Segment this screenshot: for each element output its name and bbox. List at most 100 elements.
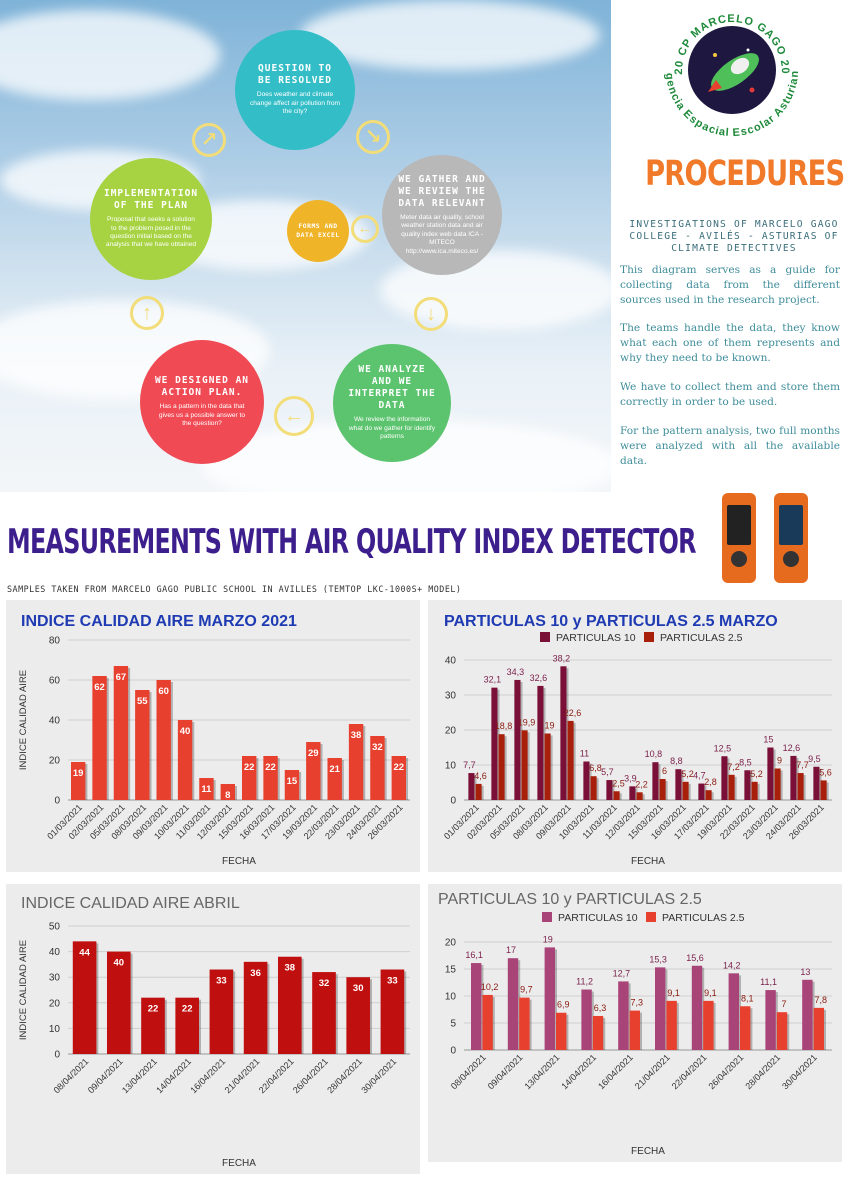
bar <box>92 676 107 800</box>
chart-panel-march-ica: INDICE CALIDAD AIRE MARZO 2021 0 20 40 60 80… <box>6 600 420 872</box>
data-label: 36 <box>250 968 261 979</box>
bar-shadow <box>701 967 705 1050</box>
bar <box>636 792 643 800</box>
bar <box>652 762 659 800</box>
bar <box>141 997 165 1054</box>
procedures-title: PROCEDURES <box>645 154 845 194</box>
data-label: 34,3 <box>507 667 525 677</box>
data-label: 32 <box>319 978 330 989</box>
bar-shadow <box>255 758 259 800</box>
data-label: 33 <box>387 976 398 987</box>
x-tick-label: 13/04/2021 <box>522 1052 561 1091</box>
bar-shadow <box>611 782 615 800</box>
chart-april-ica: 0 10 20 30 40 50 INDICE CALIDAD AIRE 44 08/04/20… <box>18 922 410 1169</box>
bar <box>820 780 827 800</box>
bar <box>470 963 482 1050</box>
chart-panel-april-ica: INDICE CALIDAD AIRE ABRIL 0 10 20 30 40 50 IND… <box>6 884 420 1174</box>
data-label: 29 <box>308 748 319 759</box>
bar-shadow <box>362 726 366 800</box>
data-label: 44 <box>79 947 90 958</box>
y-tick-label: 40 <box>49 716 61 727</box>
measurements-subtitle: SAMPLES TAKEN FROM MARCELO GAGO PUBLIC S… <box>7 584 462 594</box>
bar-shadow <box>526 732 530 800</box>
bar <box>177 720 193 800</box>
data-label: 38 <box>285 963 296 974</box>
x-tick-label: 09/04/2021 <box>486 1052 525 1091</box>
bar-shadow <box>191 722 195 800</box>
data-label: 18,8 <box>495 721 513 731</box>
bar-shadow <box>334 974 338 1054</box>
x-tick-label: 26/04/2021 <box>291 1056 330 1095</box>
data-label: 7,7 <box>463 760 476 770</box>
bar <box>346 977 371 1054</box>
data-label: 32,6 <box>530 673 548 683</box>
bar-shadow <box>795 757 799 800</box>
bar <box>243 961 268 1054</box>
data-label: 12,6 <box>783 743 801 753</box>
bar-shadow <box>496 689 500 800</box>
data-label: 7 <box>781 999 786 1009</box>
bar-shadow <box>95 943 99 1054</box>
data-label: 12,7 <box>613 968 631 978</box>
bar <box>740 1006 751 1050</box>
bar <box>583 761 590 800</box>
arrow-down-icon: ↓ <box>414 297 448 331</box>
data-label: 19 <box>73 768 84 779</box>
bar <box>370 736 385 800</box>
data-label: 19 <box>543 934 553 944</box>
arrow-southeast-icon: ↘ <box>356 120 390 154</box>
bar-shadow <box>340 760 344 800</box>
data-label: 13 <box>800 967 810 977</box>
bar <box>802 979 813 1050</box>
x-axis-label: FECHA <box>631 1146 665 1157</box>
bar <box>498 734 505 800</box>
data-label: 38,2 <box>553 653 571 663</box>
bar <box>519 997 530 1050</box>
bar <box>765 990 776 1050</box>
bar-shadow <box>276 758 280 800</box>
bar-shadow <box>383 738 387 800</box>
bar <box>70 762 86 800</box>
bar-shadow <box>105 678 109 800</box>
data-label: 38 <box>351 730 362 741</box>
data-label: 9,7 <box>520 985 533 995</box>
data-label: 21 <box>329 764 340 775</box>
data-label: 8,8 <box>670 756 683 766</box>
data-label: 5,6 <box>819 767 832 777</box>
data-label: 22 <box>265 762 276 773</box>
bar <box>774 768 781 800</box>
data-label: 7,2 <box>727 762 740 772</box>
bar-shadow <box>786 1014 790 1050</box>
gather-circle: WE GATHER AND WE REVIEW THE DATA RELEVAN… <box>382 155 502 275</box>
bar <box>698 783 705 800</box>
bar-shadow <box>473 775 477 800</box>
y-tick-label: 20 <box>445 938 457 949</box>
data-label: 11,2 <box>576 977 593 987</box>
data-label: 15,6 <box>686 953 704 963</box>
procedures-panel: 2020 CP MARCELO GAGO 2021 Agencia Espaci… <box>620 0 848 492</box>
bar-shadow <box>756 783 760 800</box>
bar-shadow <box>733 776 737 800</box>
chart-panel-march-particles: PARTICULAS 10 y PARTICULAS 2.5 MARZO 0 10… <box>428 600 842 872</box>
bar-shadow <box>664 781 668 800</box>
y-axis-label: INDICE CALIDAD AIRE <box>18 940 29 1040</box>
data-label: 22 <box>182 1004 193 1015</box>
bar-shadow <box>554 949 557 1050</box>
diagram-background: QUESTION TO BE RESOLVED Does weather and… <box>0 0 611 492</box>
bar-shadow <box>749 772 753 800</box>
data-label: 8 <box>225 790 230 801</box>
bar <box>544 947 555 1050</box>
bar-shadow <box>127 668 131 800</box>
data-label: 67 <box>116 672 127 683</box>
x-tick-label: 09/04/2021 <box>86 1056 125 1095</box>
bar-shadow <box>595 778 599 800</box>
data-label: 6,9 <box>557 1000 570 1010</box>
bar <box>682 781 689 800</box>
legend-label: PARTICULAS 10 <box>556 632 636 644</box>
y-tick-label: 0 <box>450 1046 456 1057</box>
bar-shadow <box>774 992 778 1050</box>
bar <box>654 967 666 1050</box>
data-label: 11 <box>201 784 212 795</box>
bar <box>691 965 703 1050</box>
bar-shadow <box>710 792 714 800</box>
